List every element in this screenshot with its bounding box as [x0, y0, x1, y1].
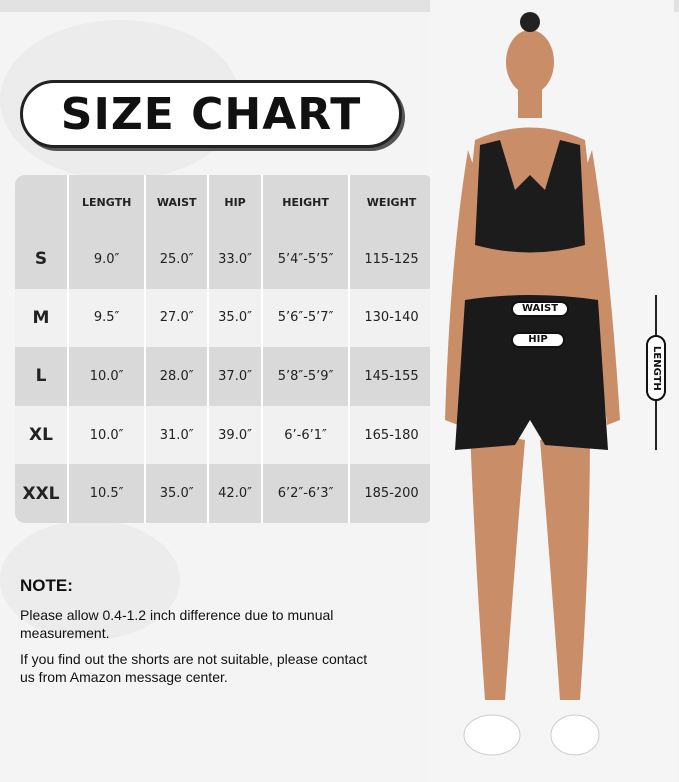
length-label: LENGTH	[646, 335, 666, 401]
value-cell: 25.0″	[146, 230, 210, 289]
header-cell: LENGTH	[69, 175, 147, 230]
value-cell: 115-125	[350, 230, 435, 289]
value-cell: 31.0″	[146, 405, 210, 465]
value-cell: 185-200	[350, 464, 435, 523]
header-cell: HIP	[209, 175, 264, 230]
value-cell: 6’-6’1″	[263, 405, 351, 465]
hip-label: HIP	[511, 332, 565, 348]
value-cell: 5’6″-5’7″	[263, 288, 351, 348]
note-section: NOTE: Please allow 0.4-1.2 inch differen…	[20, 576, 380, 694]
value-cell: 10.0″	[69, 347, 147, 406]
size-cell: XXL	[15, 464, 69, 523]
value-cell: 6’2″-6’3″	[263, 464, 351, 523]
value-cell: 35.0″	[146, 464, 210, 523]
value-cell: 130-140	[350, 288, 435, 348]
value-cell: 42.0″	[209, 464, 264, 523]
value-cell: 5’4″-5’5″	[263, 230, 351, 289]
header-cell: WEIGHT	[350, 175, 435, 230]
value-cell: 28.0″	[146, 347, 210, 406]
background-shape	[0, 520, 180, 640]
value-cell: 33.0″	[209, 230, 264, 289]
waist-label: WAIST	[511, 301, 569, 317]
size-cell: M	[15, 288, 69, 348]
value-cell: 39.0″	[209, 405, 264, 465]
note-line: Please allow 0.4-1.2 inch difference due…	[20, 607, 334, 641]
value-cell: 165-180	[350, 405, 435, 465]
value-cell: 35.0″	[209, 288, 264, 348]
header-cell: WAIST	[146, 175, 210, 230]
note-heading: NOTE:	[20, 576, 73, 595]
table-row: L 10.0″ 28.0″ 37.0″ 5’8″-5’9″ 145-155	[15, 347, 435, 406]
size-chart-table: LENGTH WAIST HIP HEIGHT WEIGHT S 9.0″ 25.0…	[15, 175, 435, 523]
value-cell: 10.5″	[69, 464, 147, 523]
value-cell: 37.0″	[209, 347, 264, 406]
value-cell: 5’8″-5’9″	[263, 347, 351, 406]
size-cell: S	[15, 230, 69, 289]
table-row: XL 10.0″ 31.0″ 39.0″ 6’-6’1″ 165-180	[15, 405, 435, 465]
table-header-row: LENGTH WAIST HIP HEIGHT WEIGHT	[15, 175, 435, 230]
value-cell: 10.0″	[69, 405, 147, 465]
model-photo	[430, 0, 674, 782]
value-cell: 145-155	[350, 347, 435, 406]
value-cell: 27.0″	[146, 288, 210, 348]
note-line: If you find out the shorts are not suita…	[20, 651, 368, 685]
value-cell: 9.5″	[69, 288, 147, 348]
header-cell	[15, 175, 69, 230]
table-row: S 9.0″ 25.0″ 33.0″ 5’4″-5’5″ 115-125	[15, 230, 435, 289]
table-row: XXL 10.5″ 35.0″ 42.0″ 6’2″-6’3″ 185-200	[15, 464, 435, 523]
size-cell: XL	[15, 405, 69, 465]
table-row: M 9.5″ 27.0″ 35.0″ 5’6″-5’7″ 130-140	[15, 288, 435, 348]
page-title: SIZE CHART	[20, 80, 402, 148]
size-cell: L	[15, 347, 69, 406]
header-cell: HEIGHT	[263, 175, 351, 230]
value-cell: 9.0″	[69, 230, 147, 289]
